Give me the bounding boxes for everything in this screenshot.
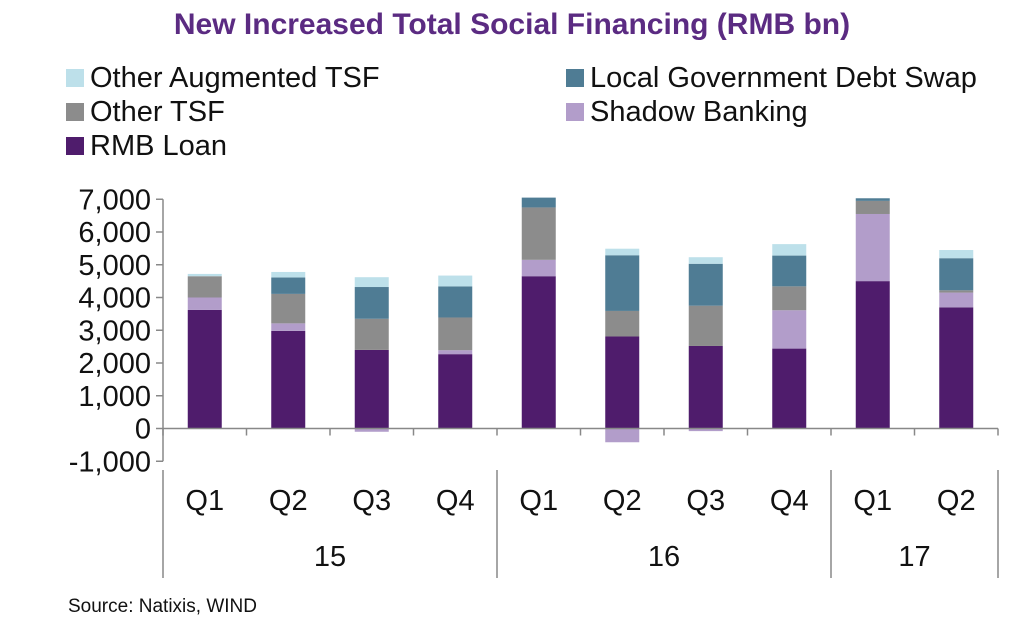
legend-label: Local Government Debt Swap <box>590 62 977 94</box>
bar-rmb-loan <box>271 330 306 429</box>
legend-label: Shadow Banking <box>590 96 808 128</box>
y-tick-label: -1,000 <box>69 446 151 478</box>
y-tick-label: 0 <box>135 414 151 446</box>
x-category-label: Q3 <box>686 485 725 517</box>
bar-other-tsf <box>939 290 974 293</box>
legend-item-other-augmented-tsf: Other Augmented TSF <box>66 62 380 94</box>
bar-shadow-banking <box>438 350 473 355</box>
legend-label: Other Augmented TSF <box>90 62 380 94</box>
x-group-label: 17 <box>898 541 930 573</box>
x-category-label: Q2 <box>937 485 976 517</box>
bar-rmb-loan <box>354 349 389 429</box>
bar-other-tsf <box>438 317 473 351</box>
legend-swatch <box>566 69 584 87</box>
legend-item-local-government-debt-swap: Local Government Debt Swap <box>566 62 977 94</box>
x-category-label: Q1 <box>853 485 892 517</box>
bar-rmb-loan <box>605 336 640 429</box>
bar-shadow-banking <box>855 213 890 282</box>
bar-other-augmented-tsf <box>772 244 807 256</box>
bar-rmb-loan <box>521 276 556 429</box>
bar-other-tsf <box>354 318 389 350</box>
x-group-label: 15 <box>314 541 346 573</box>
y-tick-label: 1,000 <box>78 381 151 413</box>
bar-other-augmented-tsf <box>187 273 222 277</box>
bar-other-tsf <box>605 310 640 337</box>
legend-item-shadow-banking: Shadow Banking <box>566 96 808 128</box>
bar-local-government-debt-swap <box>354 287 389 319</box>
bar-other-tsf <box>855 200 890 214</box>
legend-swatch <box>66 103 84 121</box>
bar-local-government-debt-swap <box>772 255 807 287</box>
x-category-label: Q3 <box>352 485 391 517</box>
source-note: Source: Natixis, WIND <box>68 596 257 617</box>
bar-rmb-loan <box>772 348 807 429</box>
x-category-label: Q4 <box>436 485 475 517</box>
bar-other-augmented-tsf <box>271 271 306 278</box>
bar-shadow-banking <box>271 323 306 331</box>
legend-label: RMB Loan <box>90 130 228 162</box>
bar-shadow-banking <box>939 292 974 308</box>
bar-rmb-loan <box>187 309 222 429</box>
bar-local-government-debt-swap <box>605 255 640 311</box>
bar-shadow-banking <box>688 428 723 432</box>
bar-other-augmented-tsf <box>939 250 974 259</box>
bar-other-tsf <box>271 293 306 324</box>
y-tick-label: 3,000 <box>78 315 151 347</box>
bar-shadow-banking <box>354 428 389 432</box>
bar-other-augmented-tsf <box>605 248 640 256</box>
bar-local-government-debt-swap <box>939 258 974 291</box>
bar-local-government-debt-swap <box>521 197 556 208</box>
legend-swatch <box>66 69 84 87</box>
bar-shadow-banking <box>521 259 556 277</box>
bar-other-tsf <box>688 305 723 346</box>
bar-local-government-debt-swap <box>855 198 890 201</box>
x-category-label: Q2 <box>603 485 642 517</box>
bar-local-government-debt-swap <box>271 277 306 294</box>
bar-local-government-debt-swap <box>438 286 473 318</box>
bar-shadow-banking <box>772 310 807 349</box>
bar-other-augmented-tsf <box>354 277 389 288</box>
y-tick-label: 5,000 <box>78 250 151 282</box>
legend-swatch <box>566 103 584 121</box>
bar-rmb-loan <box>939 307 974 429</box>
legend-label: Other TSF <box>90 96 225 128</box>
y-tick-label: 4,000 <box>78 283 151 315</box>
bar-shadow-banking <box>187 297 222 310</box>
bar-other-augmented-tsf <box>688 257 723 264</box>
bar-other-tsf <box>187 276 222 298</box>
x-category-label: Q2 <box>269 485 308 517</box>
legend-item-other-tsf: Other TSF <box>66 96 225 128</box>
y-tick-label: 2,000 <box>78 348 151 380</box>
bar-shadow-banking <box>605 428 640 443</box>
legend-swatch <box>66 137 84 155</box>
bar-other-tsf <box>521 207 556 260</box>
x-category-label: Q4 <box>770 485 809 517</box>
bar-other-augmented-tsf <box>438 275 473 287</box>
bar-rmb-loan <box>688 345 723 429</box>
bar-other-tsf <box>772 286 807 311</box>
bar-rmb-loan <box>855 281 890 429</box>
bar-local-government-debt-swap <box>688 263 723 306</box>
y-tick-label: 6,000 <box>78 217 151 249</box>
bar-rmb-loan <box>438 354 473 429</box>
chart-title: New Increased Total Social Financing (RM… <box>173 8 851 41</box>
x-category-label: Q1 <box>519 485 558 517</box>
y-tick-label: 7,000 <box>78 184 151 216</box>
x-category-label: Q1 <box>185 485 224 517</box>
legend-item-rmb-loan: RMB Loan <box>66 130 227 162</box>
x-group-label: 16 <box>648 541 680 573</box>
